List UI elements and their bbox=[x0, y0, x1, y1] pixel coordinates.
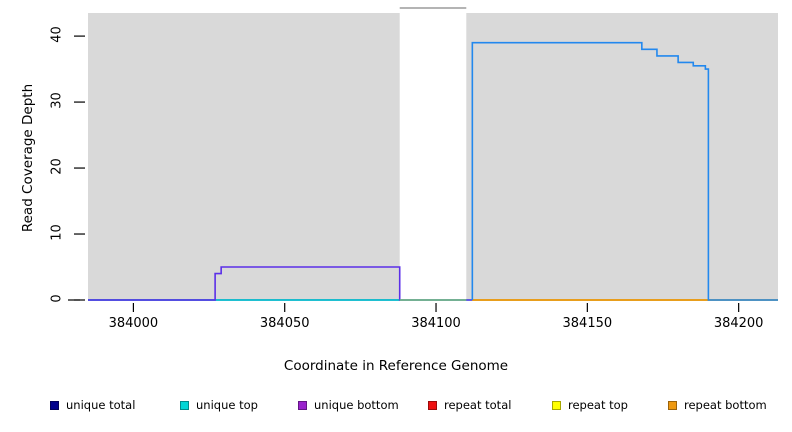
series-line-unique-bottom bbox=[88, 266, 778, 301]
coverage-gap-region bbox=[399, 7, 467, 300]
legend-item-repeat-top[interactable]: repeat top bbox=[552, 398, 628, 412]
legend-swatch-icon bbox=[668, 400, 677, 410]
legend-item-repeat-total[interactable]: repeat total bbox=[428, 398, 511, 412]
legend-label: repeat bottom bbox=[684, 398, 767, 412]
legend-label: repeat total bbox=[444, 398, 512, 412]
legend-item-unique-top[interactable]: unique top bbox=[180, 398, 258, 412]
legend-swatch-icon bbox=[552, 400, 561, 410]
legend-swatch-icon bbox=[298, 400, 307, 410]
legend-item-unique-total[interactable]: unique total bbox=[50, 398, 135, 412]
x-tick-label: 384100 bbox=[411, 316, 461, 331]
x-tick-label: 384200 bbox=[713, 316, 764, 331]
x-axis-title: Coordinate in Reference Genome bbox=[283, 358, 509, 374]
legend-label: unique top bbox=[196, 398, 258, 412]
chart-legend: unique total unique top unique bottom repea… bbox=[0, 398, 792, 418]
series-line-coverage-step bbox=[471, 41, 778, 301]
legend-item-unique-bottom[interactable]: unique bottom bbox=[298, 398, 399, 412]
legend-label: unique total bbox=[66, 398, 136, 412]
legend-label: unique bottom bbox=[314, 398, 399, 412]
x-tick-label: 384050 bbox=[259, 316, 310, 331]
legend-item-repeat-bottom[interactable]: repeat bottom bbox=[668, 398, 767, 412]
legend-label: repeat top bbox=[568, 398, 628, 412]
legend-swatch-icon bbox=[50, 400, 59, 410]
x-tick-label: 384000 bbox=[108, 316, 159, 331]
legend-swatch-icon bbox=[180, 400, 189, 410]
x-tick-label: 384150 bbox=[562, 316, 613, 331]
legend-swatch-icon bbox=[428, 400, 437, 410]
